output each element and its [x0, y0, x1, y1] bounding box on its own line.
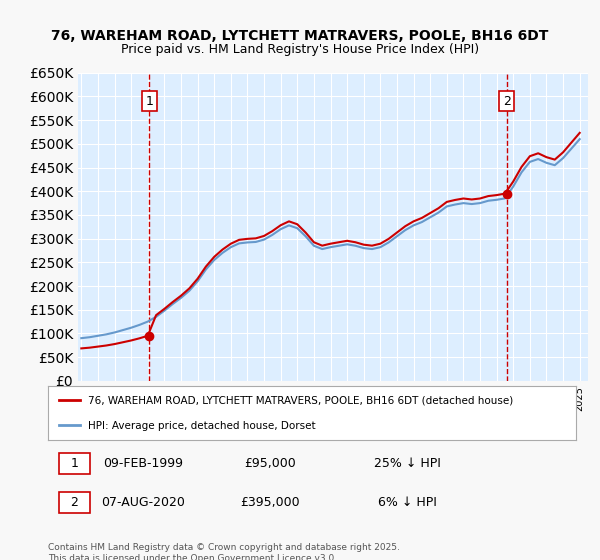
Text: £95,000: £95,000 — [244, 457, 296, 470]
Text: 2: 2 — [503, 95, 511, 108]
Text: 1: 1 — [145, 95, 154, 108]
Text: 76, WAREHAM ROAD, LYTCHETT MATRAVERS, POOLE, BH16 6DT (detached house): 76, WAREHAM ROAD, LYTCHETT MATRAVERS, PO… — [88, 396, 513, 406]
FancyBboxPatch shape — [59, 453, 90, 474]
Text: Price paid vs. HM Land Registry's House Price Index (HPI): Price paid vs. HM Land Registry's House … — [121, 43, 479, 56]
Text: 09-FEB-1999: 09-FEB-1999 — [103, 457, 183, 470]
Text: 76, WAREHAM ROAD, LYTCHETT MATRAVERS, POOLE, BH16 6DT: 76, WAREHAM ROAD, LYTCHETT MATRAVERS, PO… — [52, 29, 548, 44]
Text: HPI: Average price, detached house, Dorset: HPI: Average price, detached house, Dors… — [88, 421, 315, 431]
Text: 25% ↓ HPI: 25% ↓ HPI — [374, 457, 440, 470]
Text: 6% ↓ HPI: 6% ↓ HPI — [377, 496, 436, 509]
FancyBboxPatch shape — [59, 492, 90, 513]
Text: 2: 2 — [70, 496, 79, 509]
Text: Contains HM Land Registry data © Crown copyright and database right 2025.
This d: Contains HM Land Registry data © Crown c… — [48, 543, 400, 560]
Text: £395,000: £395,000 — [240, 496, 299, 509]
Text: 1: 1 — [70, 457, 79, 470]
Text: 07-AUG-2020: 07-AUG-2020 — [101, 496, 185, 509]
